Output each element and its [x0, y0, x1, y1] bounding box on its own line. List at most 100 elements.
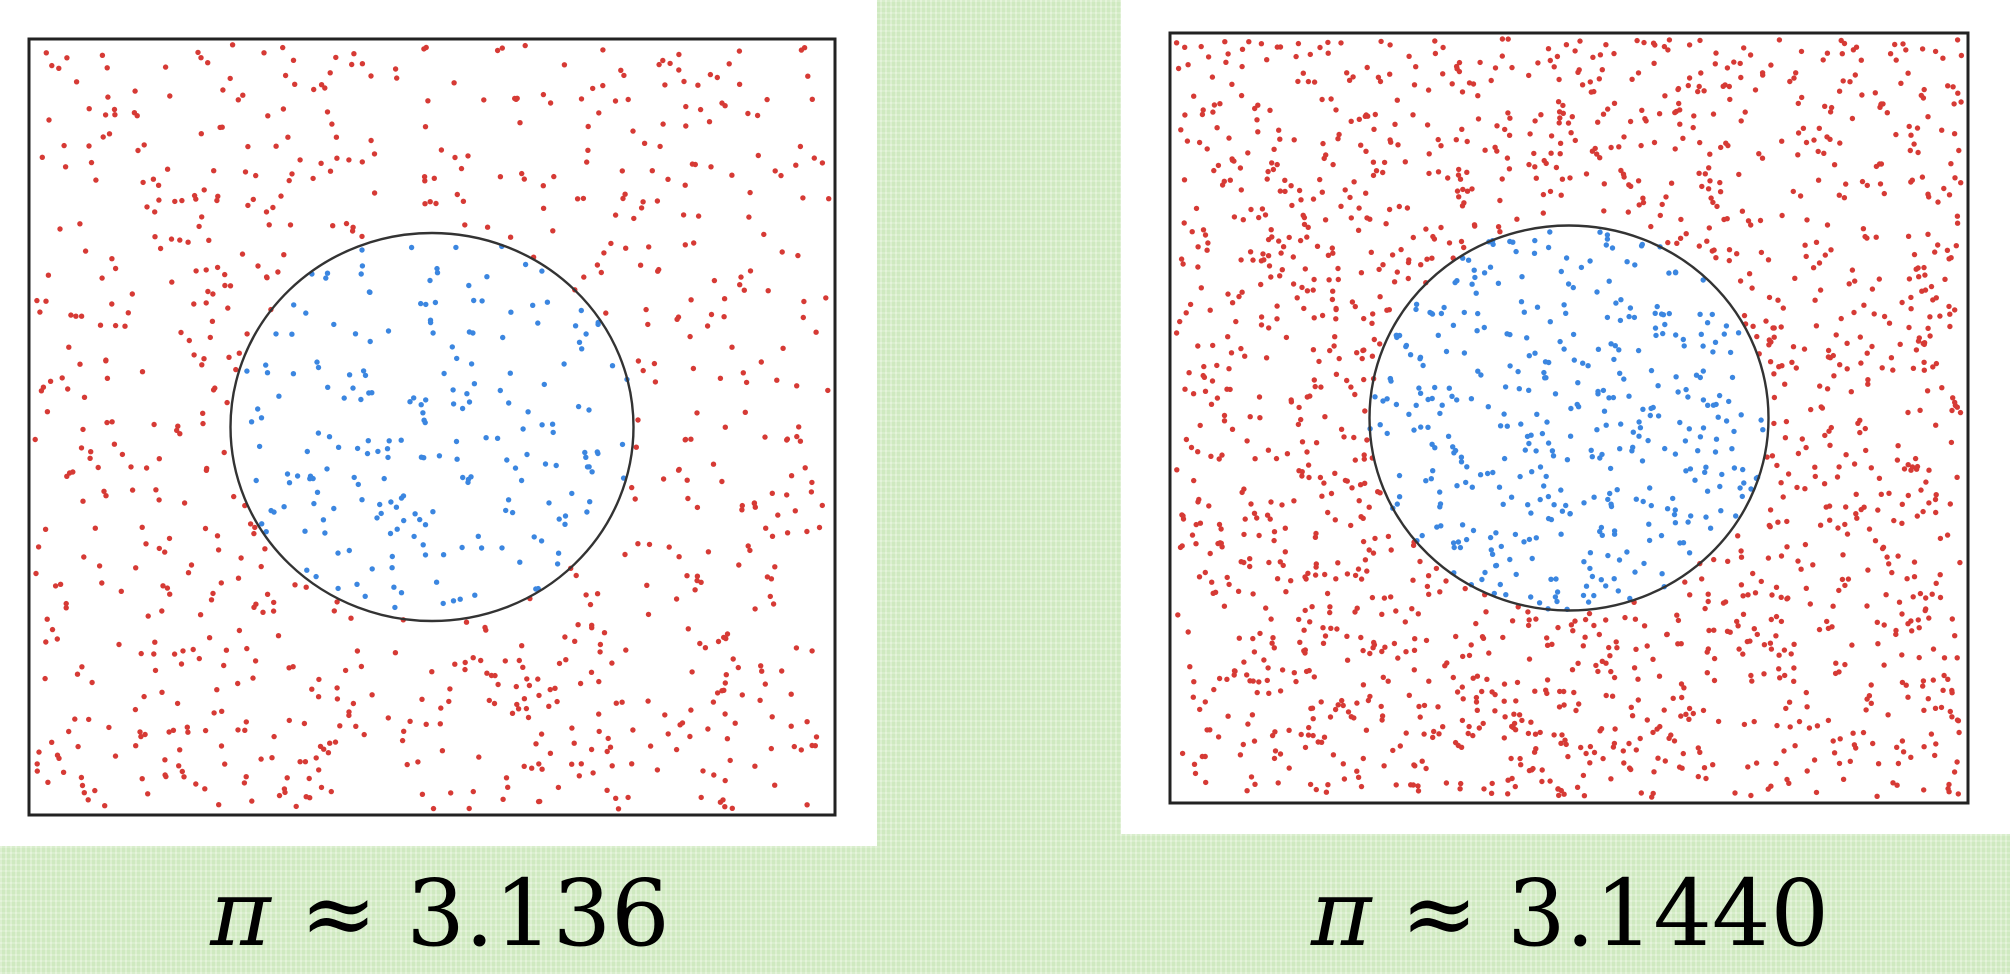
inside-point: [273, 331, 279, 337]
outside-point: [56, 65, 62, 71]
outside-point: [1236, 293, 1242, 300]
outside-point: [422, 201, 428, 207]
outside-point: [292, 81, 298, 87]
outside-point: [784, 492, 790, 498]
outside-point: [788, 691, 794, 697]
inside-point: [1715, 414, 1721, 420]
inside-point: [1680, 540, 1687, 546]
outside-point: [1311, 276, 1317, 283]
outside-point: [1379, 717, 1385, 723]
outside-point: [689, 161, 696, 167]
inside-point: [1519, 274, 1525, 280]
outside-point: [1952, 399, 1958, 406]
outside-point: [797, 143, 804, 150]
outside-point: [1839, 576, 1846, 583]
outside-point: [1283, 589, 1289, 595]
outside-point: [1874, 793, 1880, 799]
outside-point: [1370, 159, 1377, 165]
outside-point: [261, 50, 267, 56]
inside-point: [1393, 332, 1399, 338]
inside-point: [450, 387, 456, 393]
inside-point: [1508, 494, 1515, 500]
outside-point: [1920, 678, 1927, 684]
outside-point: [1677, 121, 1683, 127]
inside-point: [1541, 369, 1547, 376]
outside-point: [1894, 457, 1901, 463]
outside-point: [1248, 206, 1254, 213]
outside-point: [419, 791, 426, 797]
inside-point: [1700, 277, 1706, 283]
outside-point: [729, 344, 735, 350]
outside-point: [1908, 467, 1914, 473]
outside-point: [1746, 271, 1753, 277]
outside-point: [1858, 57, 1864, 63]
outside-point: [745, 110, 751, 117]
outside-point: [281, 252, 287, 258]
outside-point: [1182, 386, 1188, 392]
outside-point: [622, 551, 628, 558]
outside-point: [1479, 634, 1486, 640]
outside-point: [155, 182, 162, 188]
outside-point: [1545, 46, 1552, 52]
outside-point: [239, 251, 246, 257]
outside-point: [1376, 266, 1382, 273]
outside-point: [1789, 359, 1795, 365]
inside-point: [1428, 476, 1434, 482]
outside-point: [1690, 710, 1696, 717]
outside-point: [1426, 678, 1432, 684]
outside-point: [794, 433, 800, 440]
inside-point: [1671, 511, 1678, 518]
outside-point: [1354, 350, 1360, 356]
outside-point: [353, 723, 359, 729]
outside-point: [1792, 743, 1798, 749]
outside-point: [1282, 188, 1288, 195]
outside-point: [1386, 206, 1393, 213]
inside-point: [323, 275, 329, 281]
outside-point: [1807, 601, 1813, 607]
outside-point: [1513, 698, 1519, 704]
outside-point: [1387, 71, 1393, 77]
outside-point: [1280, 244, 1287, 250]
outside-point: [1276, 127, 1282, 133]
outside-point: [1257, 415, 1263, 421]
outside-point: [708, 311, 715, 318]
outside-point: [1782, 672, 1788, 679]
inside-point: [1384, 396, 1390, 402]
outside-point: [1547, 57, 1553, 64]
outside-point: [1364, 437, 1370, 443]
outside-point: [1919, 46, 1926, 52]
outside-point: [1349, 485, 1355, 491]
inside-point: [1741, 480, 1747, 486]
outside-point: [1723, 140, 1729, 146]
outside-point: [635, 358, 642, 364]
outside-point: [1933, 422, 1939, 428]
inside-point: [1417, 354, 1424, 360]
outside-point: [423, 44, 429, 51]
inside-point: [360, 368, 367, 374]
inside-point: [1488, 547, 1494, 553]
outside-point: [1335, 702, 1341, 708]
outside-point: [1875, 507, 1881, 513]
outside-point: [1464, 138, 1470, 145]
outside-point: [1599, 67, 1605, 73]
inside-point: [522, 261, 529, 268]
inside-point: [1594, 427, 1600, 433]
outside-point: [1749, 285, 1755, 291]
outside-point: [1886, 490, 1892, 496]
outside-point: [1557, 115, 1563, 121]
outside-point: [1814, 723, 1821, 729]
outside-point: [1816, 626, 1823, 633]
outside-point: [1532, 688, 1538, 694]
outside-point: [1808, 406, 1814, 413]
outside-point: [86, 106, 92, 112]
outside-point: [745, 543, 751, 549]
outside-point: [600, 47, 606, 53]
inside-point: [1613, 300, 1619, 306]
outside-point: [729, 172, 735, 178]
outside-point: [1946, 789, 1952, 795]
outside-point: [1925, 231, 1931, 237]
inside-point: [359, 247, 365, 253]
outside-point: [1204, 727, 1210, 733]
inside-point: [432, 299, 439, 306]
outside-point: [1505, 110, 1511, 116]
